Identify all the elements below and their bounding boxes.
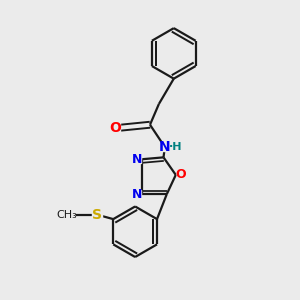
Bar <box>132 190 141 198</box>
Text: O: O <box>109 121 121 135</box>
Bar <box>110 123 120 132</box>
Text: O: O <box>176 168 186 182</box>
Bar <box>160 142 170 152</box>
Bar <box>92 210 102 219</box>
Text: N: N <box>159 140 171 154</box>
Text: CH₃: CH₃ <box>57 210 78 220</box>
Bar <box>132 155 141 163</box>
Text: ·H: ·H <box>169 142 182 152</box>
Text: S: S <box>92 208 102 222</box>
Text: N: N <box>132 153 142 166</box>
Text: N: N <box>132 188 142 201</box>
Bar <box>177 171 186 179</box>
